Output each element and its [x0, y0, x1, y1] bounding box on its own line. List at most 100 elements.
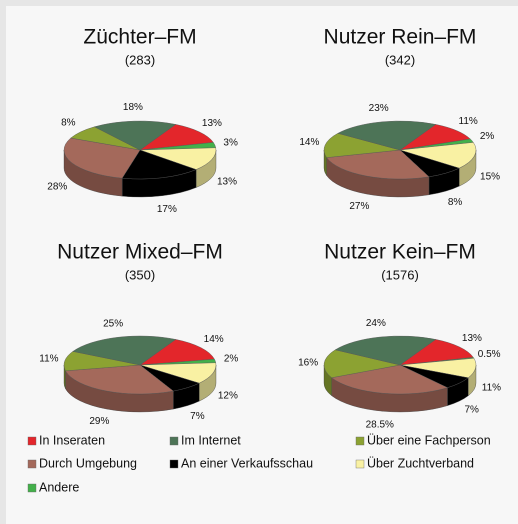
value-label: 11%: [459, 116, 478, 127]
slice-shade: [459, 150, 476, 187]
pie-slice: [323, 133, 401, 177]
slice-top: [326, 149, 430, 180]
value-label: 12%: [218, 390, 238, 401]
value-label: 11%: [39, 354, 58, 365]
pie-slice: [72, 335, 177, 366]
legend-swatch: [169, 459, 179, 469]
pie-slice: [323, 349, 401, 397]
value-label: 28.5%: [366, 420, 394, 431]
slice-shade: [324, 365, 332, 396]
pie-slice: [139, 364, 200, 410]
pie-slice: [139, 147, 217, 188]
slice-top: [323, 133, 401, 158]
legend-label: Über eine Fachperson: [367, 433, 491, 447]
pie-slice: [334, 335, 437, 366]
value-label: 2%: [224, 354, 239, 365]
slice-top: [65, 364, 174, 395]
value-label: 2%: [480, 131, 495, 142]
value-label: 18%: [123, 102, 143, 113]
pie-slice: [93, 120, 177, 151]
legend-label: Andere: [39, 480, 79, 494]
slice-shade: [199, 365, 217, 402]
value-label: 3%: [223, 137, 238, 148]
value-label: 13%: [462, 333, 482, 344]
slice-shade: [428, 168, 460, 195]
legend-label: In Inseraten: [39, 433, 105, 447]
pie-slice: [139, 339, 215, 366]
pie-slice: [399, 149, 460, 196]
slice-shade: [173, 383, 200, 410]
slice-shade: [324, 150, 327, 176]
slice-shade: [64, 365, 66, 389]
slice-top: [399, 142, 477, 169]
pie-slice: [399, 364, 469, 406]
slice-top: [121, 149, 197, 180]
pie-slice: [139, 124, 214, 151]
value-label: 14%: [299, 137, 319, 148]
chart-subtitle: (342): [385, 52, 415, 67]
pie-slice: [399, 142, 477, 187]
slice-top: [399, 339, 474, 366]
slice-top: [139, 124, 214, 151]
chart-title: Nutzer Kein–FM: [324, 241, 476, 264]
pie-slice: [399, 358, 477, 397]
legend-label: Über Zuchtverband: [367, 456, 474, 470]
slice-top: [334, 335, 437, 366]
value-label: 28%: [47, 181, 67, 192]
legend-swatch: [27, 436, 37, 446]
pie-slice: [65, 364, 174, 413]
value-label: 14%: [204, 334, 224, 345]
value-label: 8%: [61, 118, 76, 129]
legend-swatch: [355, 459, 365, 469]
value-label: 7%: [190, 411, 205, 422]
legend-swatch: [169, 436, 179, 446]
chart-subtitle: (1576): [381, 267, 419, 282]
legend-label: Im Internet: [181, 433, 241, 447]
legend-swatch: [355, 436, 365, 446]
value-label: 17%: [157, 204, 177, 215]
legend-swatch: [27, 459, 37, 469]
slice-top: [63, 137, 141, 179]
legend-label: Durch Umgebung: [39, 456, 137, 470]
slice-top: [323, 349, 401, 378]
value-label: 11%: [482, 382, 501, 393]
slice-shade: [65, 370, 174, 413]
pie-slice: [63, 137, 141, 197]
pie-slice: [337, 120, 437, 151]
slice-shade: [122, 169, 197, 197]
legend-swatch: [27, 483, 37, 493]
slice-top: [72, 335, 177, 366]
value-label: 15%: [480, 171, 500, 182]
slice-top: [331, 364, 448, 395]
chart-title: Nutzer Rein–FM: [324, 26, 477, 49]
value-label: 29%: [89, 416, 109, 427]
slice-top: [93, 120, 177, 151]
chart-title: Züchter–FM: [83, 26, 196, 49]
pie-slice: [139, 362, 217, 402]
chart-subtitle: (350): [125, 267, 155, 282]
value-label: 13%: [202, 118, 222, 129]
value-label: 8%: [448, 197, 463, 208]
value-label: 24%: [366, 318, 386, 329]
slice-shade: [326, 157, 429, 197]
slice-shade: [447, 377, 469, 406]
value-label: 25%: [103, 319, 123, 330]
panel: [6, 6, 518, 524]
slice-top: [337, 120, 437, 151]
value-label: 23%: [369, 103, 389, 114]
value-label: 13%: [217, 177, 237, 188]
value-label: 27%: [349, 201, 369, 212]
slice-shade: [331, 377, 448, 412]
slice-top: [139, 147, 217, 170]
value-label: 7%: [464, 405, 479, 416]
value-label: 16%: [298, 358, 318, 369]
chart-subtitle: (283): [125, 52, 155, 67]
slice-shade: [468, 365, 476, 396]
chart-title: Nutzer Mixed–FM: [57, 241, 223, 264]
pie-slice: [121, 149, 197, 198]
slice-top: [139, 339, 215, 366]
slice-shade: [196, 150, 217, 188]
legend-label: An einer Verkaufsschau: [181, 456, 313, 470]
pie-slice: [399, 339, 474, 366]
